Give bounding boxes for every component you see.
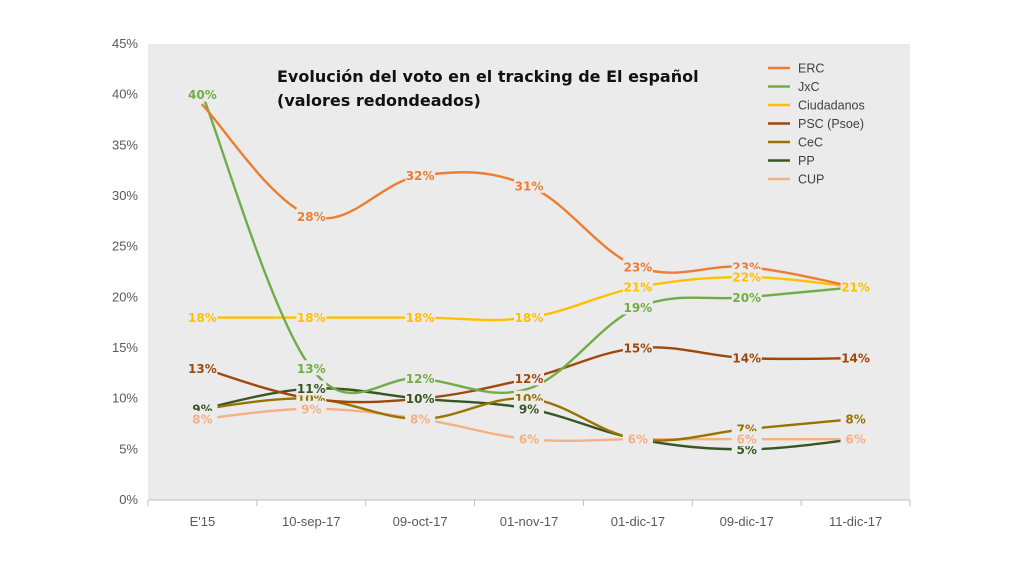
data-label-psc-psoe: 14% [841, 352, 870, 366]
x-tick-label: 01-nov-17 [500, 514, 559, 529]
data-label-background [296, 208, 327, 224]
data-label-ciudadanos: 22% [732, 271, 761, 285]
data-label-erc: 32% [406, 169, 435, 183]
y-tick-label: 10% [112, 391, 138, 406]
data-label-background [622, 299, 653, 315]
data-label-background [296, 360, 327, 376]
data-label-background [405, 167, 436, 183]
legend-label-pp: PP [798, 154, 815, 168]
data-label-erc: 31% [515, 179, 544, 193]
data-label-background [840, 350, 871, 366]
data-label-jxc: 12% [406, 372, 435, 386]
data-label-background [296, 309, 327, 325]
x-axis: E'15 10-sep-17 09-oct-17 01-nov-17 01-dic-17… [147, 499, 911, 529]
data-label-background [405, 309, 436, 325]
data-label-ciudadanos: 21% [623, 281, 652, 295]
data-label-psc-psoe: 14% [732, 352, 761, 366]
data-label-background [622, 258, 653, 274]
data-label-background [731, 350, 762, 366]
data-label-background [405, 410, 436, 426]
data-label-jxc: 19% [623, 301, 652, 315]
data-label-background [840, 279, 871, 295]
data-label-background [731, 269, 762, 285]
data-label-background [840, 410, 871, 426]
data-label-cup: 6% [628, 433, 648, 447]
data-labels: 28%32%31%23% 23%40%13%12%19%20%18% 18% 18% 1… [187, 86, 871, 457]
data-label-ciudadanos: 18% [515, 311, 544, 325]
data-label-cup: 9% [301, 402, 321, 416]
data-label-jxc: 40% [188, 88, 217, 102]
data-label-pp: 11% [297, 382, 326, 396]
data-label-background [187, 360, 218, 376]
x-tick-label: E'15 [190, 514, 216, 529]
x-tick-label: 09-dic-17 [720, 514, 774, 529]
legend-label-erc: ERC [798, 62, 824, 76]
y-tick-label: 45% [112, 36, 138, 51]
legend-label-ciudadanos: Ciudadanos [798, 99, 865, 113]
data-label-background [731, 289, 762, 305]
x-tick-label: 10-sep-17 [282, 514, 341, 529]
chart-title: Evolución del voto en el tracking de El … [277, 67, 699, 86]
legend-label-cup: CUP [798, 173, 824, 187]
data-label-background [514, 370, 544, 386]
y-tick-label: 25% [112, 239, 138, 254]
data-label-cup: 8% [410, 412, 430, 426]
legend-label-jxc: JxC [798, 80, 820, 94]
legend-label-psc-psoe: PSC (Psoe) [798, 117, 864, 131]
data-label-background [622, 340, 653, 355]
data-label-cup: 6% [845, 433, 865, 447]
data-label-background [622, 279, 653, 295]
data-label-psc-psoe: 15% [623, 342, 652, 356]
x-tick-label: 01-dic-17 [611, 514, 665, 529]
data-label-pp: 9% [519, 402, 539, 416]
data-label-background [514, 400, 544, 416]
data-label-background [187, 410, 218, 426]
data-label-jxc: 20% [732, 291, 761, 305]
y-tick-label: 5% [119, 441, 138, 456]
data-label-background [296, 400, 327, 416]
data-label-background [187, 86, 218, 102]
data-label-background [731, 431, 762, 447]
y-tick-label: 40% [112, 87, 138, 102]
y-tick-label: 20% [112, 289, 138, 304]
data-label-background [187, 309, 218, 325]
data-label-cec: 8% [845, 412, 865, 426]
data-label-pp: 5% [737, 443, 757, 457]
data-label-background [514, 177, 544, 193]
data-label-cup: 6% [737, 433, 757, 447]
data-label-ciudadanos: 18% [188, 311, 217, 325]
data-label-background [296, 380, 327, 396]
data-label-ciudadanos: 18% [406, 311, 435, 325]
y-tick-label: 30% [112, 188, 138, 203]
legend: ERC JxC Ciudadanos PSC (Psoe) CeC PP CUP [768, 62, 865, 187]
data-label-psc-psoe: 12% [515, 372, 544, 386]
data-label-psc-psoe: 13% [188, 362, 217, 376]
data-label-background [405, 370, 436, 386]
legend-label-cec: CeC [798, 136, 823, 150]
data-label-cup: 6% [519, 433, 539, 447]
y-tick-label: 15% [112, 340, 138, 355]
data-label-background [514, 431, 544, 447]
data-label-jxc: 13% [297, 362, 326, 376]
y-axis: 0% 5% 10% 15% 20% 25% 30% 35% 40% 45% [112, 36, 138, 507]
data-label-erc: 28% [297, 210, 326, 224]
x-tick-label: 09-oct-17 [393, 514, 448, 529]
y-tick-label: 0% [119, 492, 138, 507]
data-label-ciudadanos: 21% [841, 281, 870, 295]
chart-subtitle: (valores redondeados) [277, 91, 481, 110]
data-label-background [622, 431, 653, 447]
data-label-erc: 23% [623, 260, 652, 274]
data-label-cup: 8% [192, 412, 212, 426]
x-tick-label: 11-dic-17 [829, 514, 882, 529]
data-label-ciudadanos: 18% [297, 311, 326, 325]
data-label-background [405, 390, 436, 406]
data-label-background [514, 309, 544, 325]
y-tick-label: 35% [112, 137, 138, 152]
data-label-pp: 10% [406, 392, 435, 406]
data-label-background [840, 431, 871, 447]
